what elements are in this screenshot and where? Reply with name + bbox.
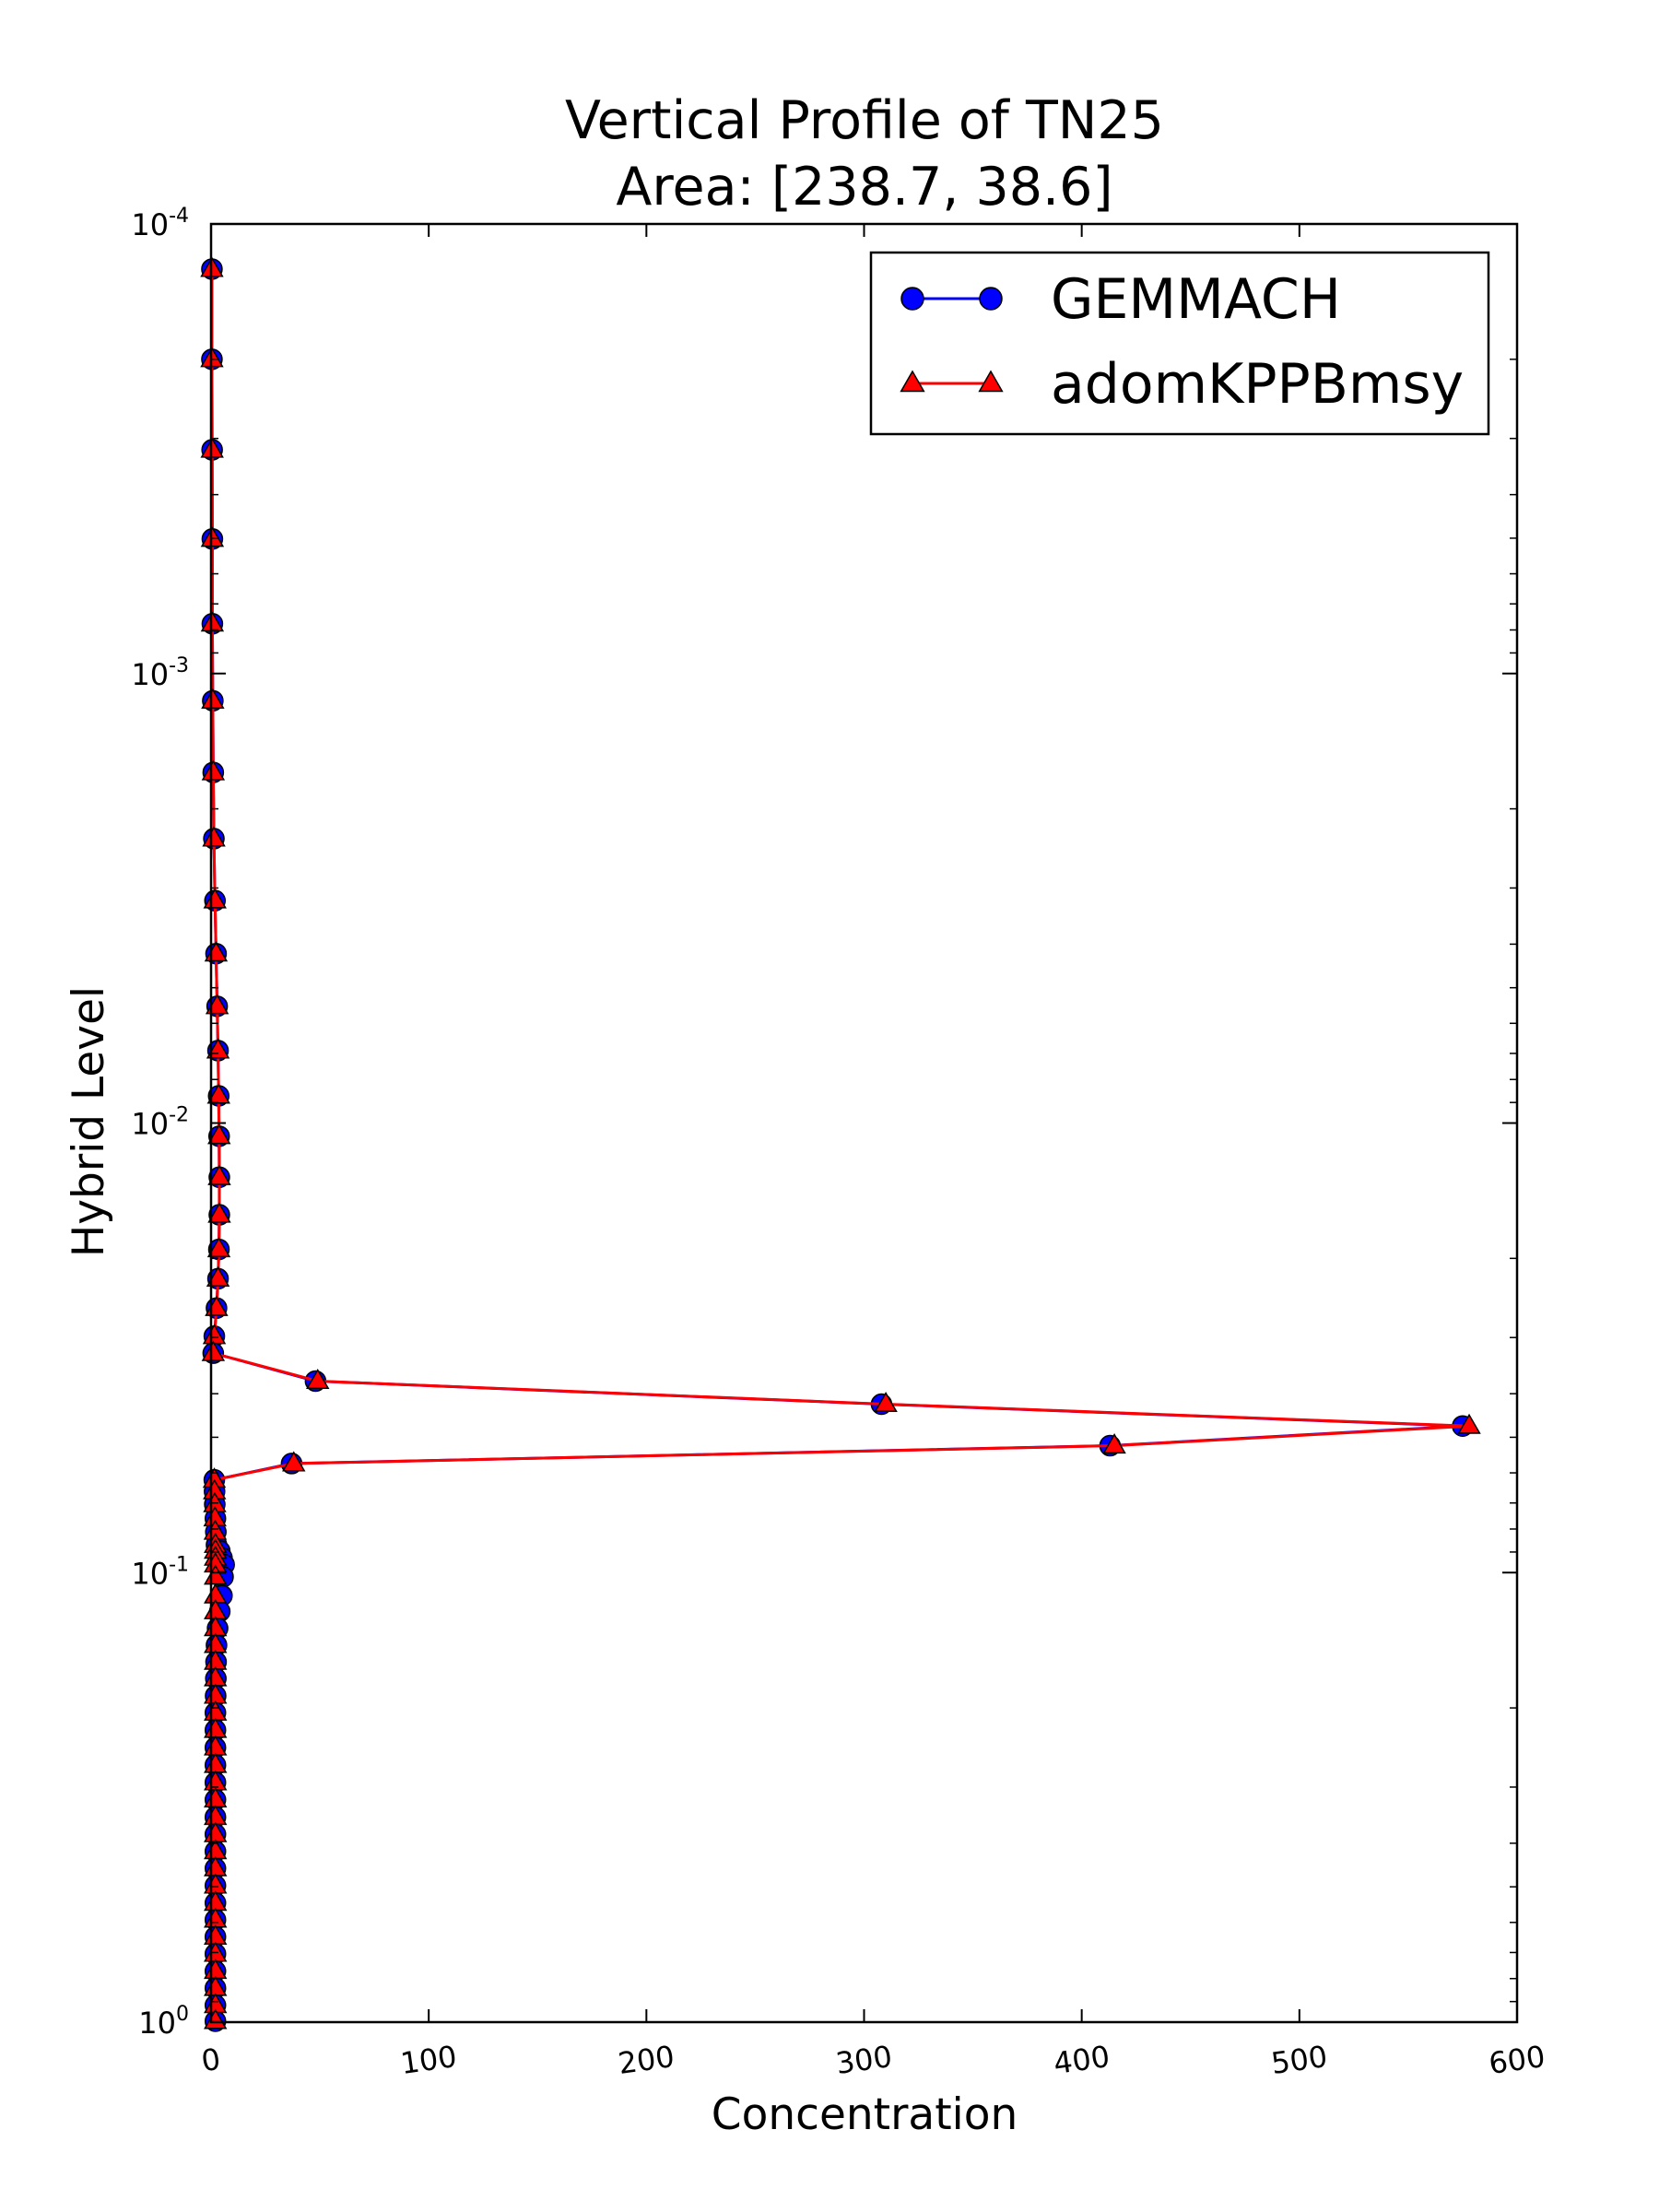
x-tick-label: 200 [616, 2039, 677, 2081]
data-point [201, 759, 226, 781]
x-tick-label: 500 [1269, 2039, 1330, 2081]
legend-marker [978, 370, 1004, 393]
y-tick-label: 10-3 [131, 654, 189, 692]
y-tick-label: 10-1 [131, 1553, 189, 1591]
x-tick-label: 100 [398, 2039, 459, 2081]
data-point [206, 1083, 230, 1104]
y-tick-label: 10-4 [131, 205, 189, 242]
data-point [203, 888, 227, 909]
series-line-GEMMACH [210, 268, 1464, 2021]
data-point [874, 1391, 898, 1413]
legend-marker [900, 370, 925, 393]
data-point [206, 1265, 230, 1287]
data-point [1102, 1433, 1126, 1454]
legend-marker [900, 287, 924, 311]
x-axis-label: Concentration [712, 2089, 1018, 2140]
legend-label: GEMMACH [1051, 267, 1341, 332]
data-point [202, 826, 226, 847]
data-point [306, 1368, 330, 1390]
data-point [200, 526, 225, 547]
data-point [207, 1202, 231, 1223]
y-axis-label: Hybrid Level [64, 986, 114, 1257]
data-point [1457, 1413, 1481, 1434]
x-tick-label: 0 [199, 2041, 222, 2078]
y-tick-label: 10-2 [131, 1104, 189, 1142]
legend-box [869, 251, 1490, 436]
series-adomKPPBmsy [200, 256, 1481, 2030]
legend: GEMMACH adomKPPBmsy [869, 251, 1490, 436]
legend-label: adomKPPBmsy [1051, 352, 1464, 417]
plot-content [200, 256, 1481, 2032]
axis-ticks: 0 100 200 300 400 500 600 10-4 10-3 10-2 10-1 100 [131, 205, 1547, 2081]
x-tick-label: 600 [1487, 2039, 1547, 2081]
x-tick-label: 300 [833, 2039, 894, 2081]
data-point [207, 1164, 231, 1185]
data-point [207, 1124, 231, 1145]
legend-entry-adomKPPBmsy: adomKPPBmsy [900, 352, 1464, 417]
series-GEMMACH [201, 258, 1474, 2032]
data-point [282, 1451, 306, 1472]
series-line-adomKPPBmsy [210, 268, 1470, 2021]
data-point [201, 1340, 226, 1361]
legend-marker [979, 287, 1003, 311]
data-point [200, 611, 225, 632]
legend-entry-GEMMACH: GEMMACH [900, 267, 1341, 332]
chart-title: Vertical Profile of TN25 [565, 90, 1164, 151]
y-tick-label: 100 [138, 2003, 189, 2041]
plot-frame [209, 222, 1519, 2024]
data-point [206, 1237, 231, 1258]
chart-subtitle: Area: [238.7, 38.6] [616, 157, 1112, 218]
x-tick-label: 400 [1052, 2039, 1112, 2081]
data-point [201, 688, 225, 709]
